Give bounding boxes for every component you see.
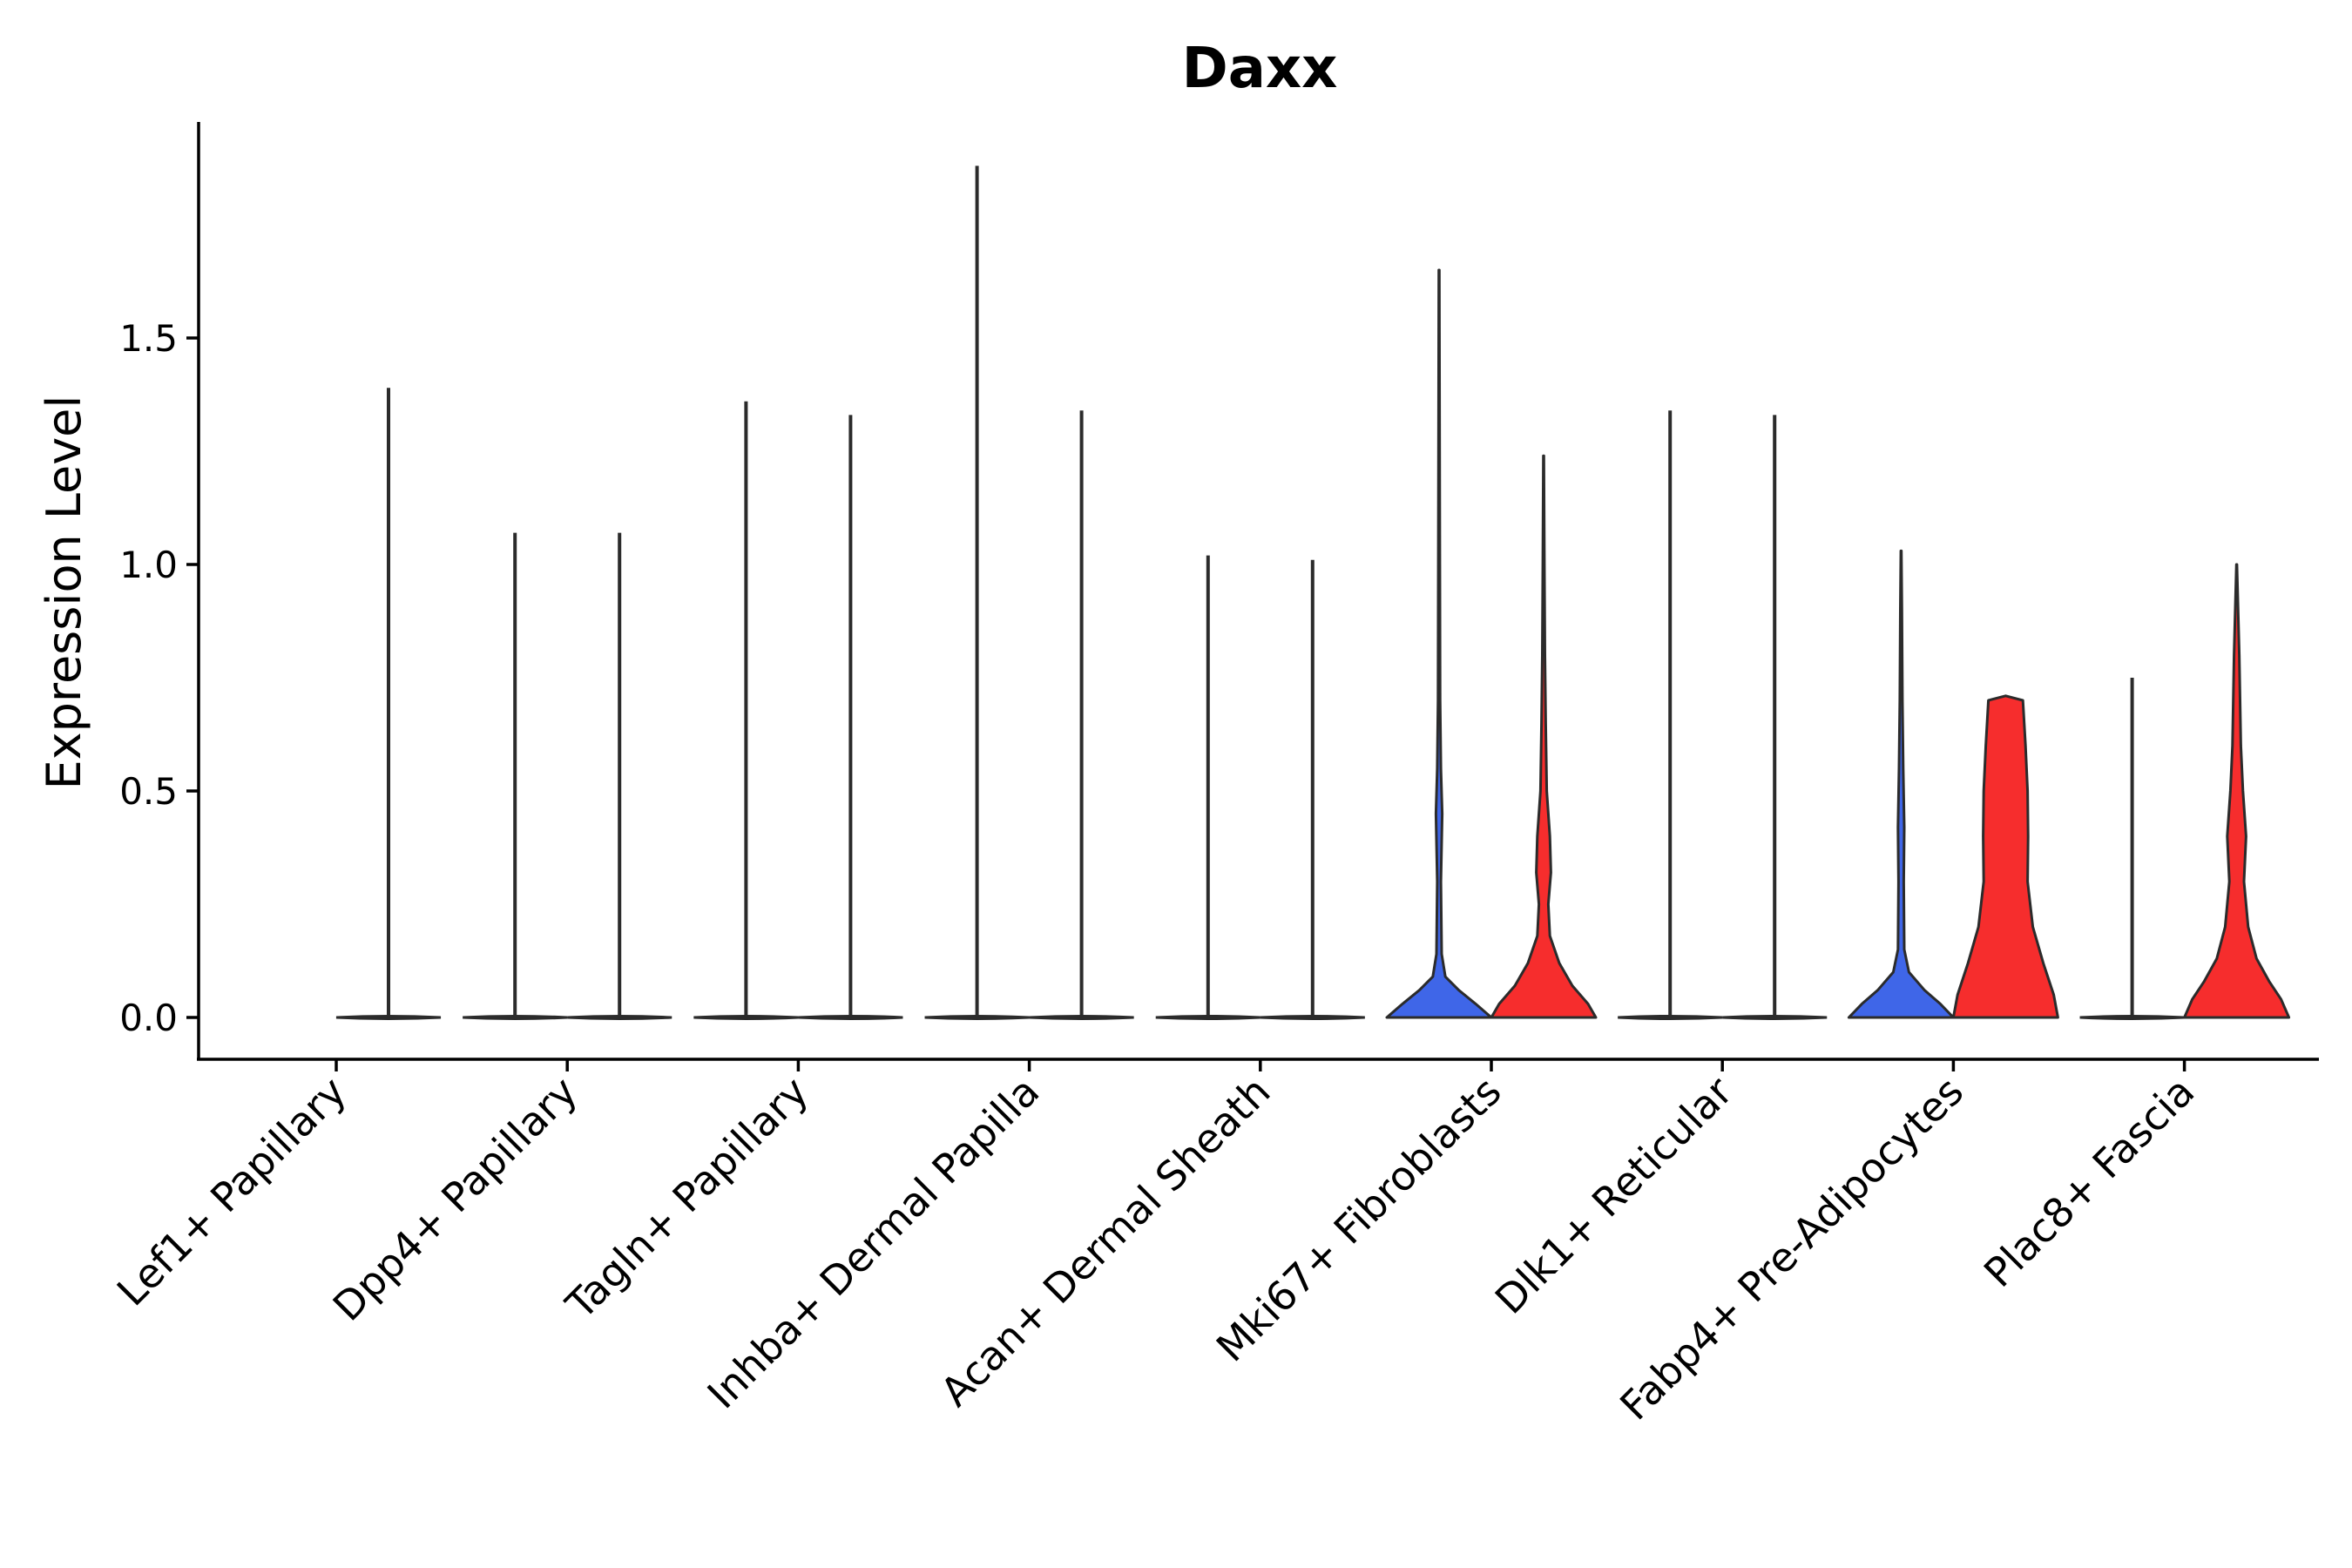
violin-plac8-fascia-group2 bbox=[2183, 563, 2291, 1019]
violin-acan-dermal-sheath-group2 bbox=[1260, 559, 1365, 1020]
violin-dpp4-papillary-group2 bbox=[567, 532, 672, 1020]
x-category-label-plac8-fascia: Plac8+ Fascia bbox=[1975, 1068, 2203, 1296]
violin-tagln-papillary-group2 bbox=[798, 415, 903, 1020]
y-tick-label: 0.5 bbox=[119, 770, 178, 813]
violin-mki67-fibroblasts-group1 bbox=[1385, 268, 1493, 1019]
violin-dlk1-reticular-group2 bbox=[1722, 415, 1828, 1020]
x-category-label-tagln-papillary: Tagln+ Papillary bbox=[557, 1068, 818, 1329]
violin-mki67-fibroblasts-group2 bbox=[1490, 454, 1598, 1019]
violin-dpp4-papillary-group1 bbox=[463, 532, 568, 1020]
y-axis-title: Expression Level bbox=[37, 395, 91, 790]
violin-inhba-dermal-papilla-group2 bbox=[1029, 410, 1134, 1020]
chart-title: Daxx bbox=[1182, 37, 1338, 101]
violin-fabp4-pre-adipocytes-group1 bbox=[1847, 549, 1955, 1019]
violin-plac8-fascia-group1 bbox=[2079, 678, 2185, 1020]
y-tick-label: 1.0 bbox=[119, 544, 178, 586]
x-category-label-dlk1-reticular: Dlk1+ Reticular bbox=[1486, 1068, 1741, 1323]
y-tick-label: 0.0 bbox=[119, 997, 178, 1039]
violin-dlk1-reticular-group1 bbox=[1618, 410, 1723, 1020]
violin-tagln-papillary-group1 bbox=[693, 401, 799, 1020]
x-category-label-dpp4-papillary: Dpp4+ Papillary bbox=[324, 1068, 586, 1330]
violin-lef1-papillary-group2 bbox=[335, 388, 442, 1020]
y-tick-label: 1.5 bbox=[119, 317, 178, 360]
violins-layer bbox=[335, 166, 2291, 1020]
x-category-label-lef1-papillary: Lef1+ Papillary bbox=[108, 1068, 355, 1315]
violin-inhba-dermal-papilla-group1 bbox=[924, 166, 1030, 1020]
violin-acan-dermal-sheath-group1 bbox=[1155, 555, 1260, 1020]
violin-fabp4-pre-adipocytes-group2 bbox=[1951, 694, 2059, 1019]
